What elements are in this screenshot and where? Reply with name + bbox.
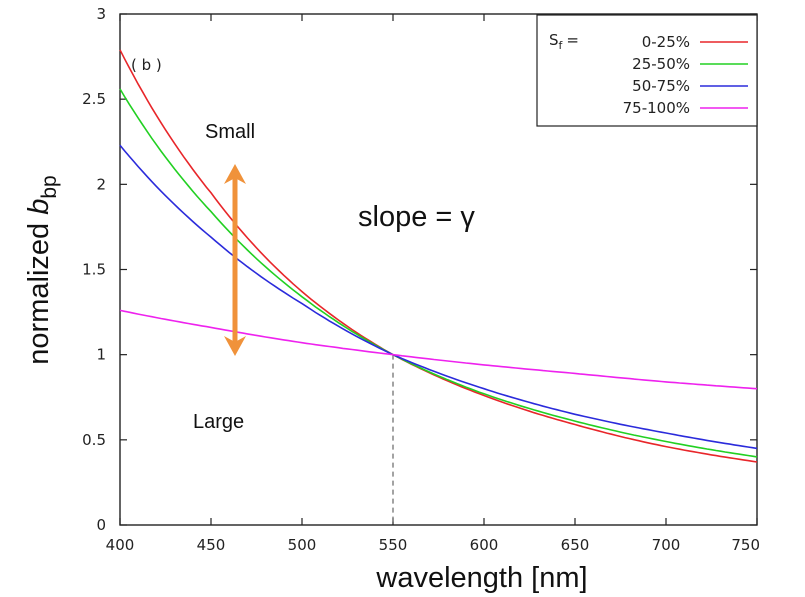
y-tick-label: 0: [96, 516, 106, 534]
annotation-small: Small: [205, 121, 255, 143]
legend-entry-label: 25-50%: [632, 55, 690, 73]
legend-prefix-eq: =: [566, 31, 579, 49]
series-line: [119, 309, 758, 390]
x-tick-label: 750: [731, 536, 760, 554]
series-line: [119, 49, 758, 463]
size-arrow: [224, 164, 246, 356]
y-tick-label: 0.5: [82, 431, 106, 449]
tick-marks: 400 450 500 550 600 650 700 750 0 0.5 1 1.5 2 2.5 3: [82, 5, 760, 554]
y-axis-label: normalized bbp: [23, 175, 61, 364]
x-tick-label: 700: [652, 536, 681, 554]
y-tick-label: 2.5: [82, 90, 106, 108]
x-tick-label: 500: [288, 536, 317, 554]
legend-entry-label: 0-25%: [642, 33, 690, 51]
y-axis-label-prefix: normalized: [23, 215, 55, 365]
legend-entry-label: 75-100%: [623, 99, 690, 117]
series-line: [119, 144, 758, 450]
series-lines: [119, 49, 758, 463]
x-tick-label: 600: [470, 536, 499, 554]
x-tick-label: 650: [561, 536, 590, 554]
y-tick-label: 1.5: [82, 261, 106, 279]
legend-prefix: Sf =: [549, 31, 579, 52]
y-axis-label-var: b: [23, 199, 55, 215]
y-tick-label: 2: [96, 175, 106, 193]
legend-prefix-main: S: [549, 31, 559, 49]
panel-label: ( b ): [131, 56, 162, 74]
x-tick-label: 400: [106, 536, 135, 554]
annotation-large: Large: [193, 411, 244, 433]
arrow-head-down: [224, 336, 246, 356]
y-axis-label-sub: bp: [38, 175, 61, 198]
legend-prefix-sub: f: [559, 39, 564, 52]
x-tick-label: 450: [197, 536, 226, 554]
x-tick-label: 550: [379, 536, 408, 554]
series-line: [119, 88, 758, 458]
x-axis-label: wavelength [nm]: [375, 562, 587, 594]
y-tick-label: 3: [96, 5, 106, 23]
annotation-slope: slope = γ: [358, 201, 475, 233]
legend: Sf = 0-25% 25-50% 50-75% 75-100%: [536, 14, 758, 127]
legend-entry-label: 50-75%: [632, 77, 690, 95]
y-tick-label: 1: [96, 346, 106, 364]
arrow-head-up: [224, 164, 246, 184]
